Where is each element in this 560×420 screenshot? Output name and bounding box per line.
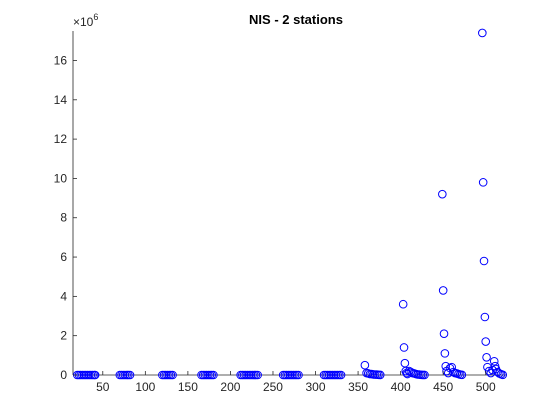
scatter-point bbox=[399, 343, 409, 352]
scatter-point bbox=[440, 349, 450, 358]
y-exponent-label: ×106 bbox=[73, 12, 98, 29]
y-axis-ticks: 0 2 4 6 8 10 12 14 16 bbox=[54, 53, 77, 382]
scatter-point bbox=[438, 286, 448, 295]
y-tick-label: 16 bbox=[54, 53, 68, 67]
x-tick-label: 50 bbox=[96, 380, 110, 394]
scatter-point bbox=[480, 312, 490, 322]
y-exponent-base: ×10 bbox=[73, 15, 94, 29]
chart-title: NIS - 2 stations bbox=[249, 12, 343, 27]
scatter-point bbox=[375, 370, 385, 380]
scatter-point bbox=[481, 337, 491, 346]
x-tick-label: 100 bbox=[135, 380, 155, 394]
x-tick-label: 300 bbox=[306, 380, 326, 394]
plot-area bbox=[73, 31, 507, 375]
y-tick-label: 14 bbox=[54, 93, 68, 107]
y-tick-label: 6 bbox=[60, 250, 67, 264]
scatter-point bbox=[457, 370, 467, 380]
x-tick-label: 200 bbox=[220, 380, 240, 394]
scatter-point bbox=[168, 370, 177, 380]
scatter-point bbox=[294, 370, 303, 380]
scatter-point bbox=[398, 299, 408, 309]
scatter-point bbox=[90, 370, 100, 380]
scatter-point bbox=[125, 370, 135, 380]
y-tick-label: 10 bbox=[54, 171, 68, 185]
y-tick-label: 4 bbox=[60, 289, 67, 303]
y-tick-label: 2 bbox=[60, 329, 67, 343]
data-points bbox=[72, 28, 508, 380]
scatter-point bbox=[420, 370, 429, 380]
x-tick-label: 500 bbox=[476, 380, 496, 394]
scatter-point bbox=[482, 353, 491, 362]
x-axis-ticks: 50 100 150 200 250 300 350 400 450 500 bbox=[96, 371, 496, 394]
x-tick-label: 400 bbox=[391, 380, 411, 394]
y-tick-label: 0 bbox=[60, 368, 67, 382]
y-exponent-power: 6 bbox=[93, 12, 98, 22]
scatter-point bbox=[360, 360, 370, 370]
x-tick-label: 250 bbox=[263, 380, 283, 394]
scatter-point bbox=[439, 329, 449, 339]
scatter-point bbox=[438, 189, 447, 199]
scatter-point bbox=[498, 370, 508, 380]
x-tick-label: 150 bbox=[178, 380, 198, 394]
scatter-point bbox=[209, 370, 218, 380]
x-tick-label: 350 bbox=[348, 380, 368, 394]
scatter-point bbox=[489, 356, 499, 366]
y-tick-label: 8 bbox=[60, 211, 67, 225]
y-tick-label: 12 bbox=[54, 132, 68, 146]
x-tick-label: 450 bbox=[433, 380, 453, 394]
scatter-point bbox=[336, 370, 346, 380]
scatter-point bbox=[479, 256, 489, 266]
scatter-point bbox=[253, 370, 262, 380]
scatter-point bbox=[478, 178, 488, 187]
scatter-point bbox=[478, 28, 487, 38]
